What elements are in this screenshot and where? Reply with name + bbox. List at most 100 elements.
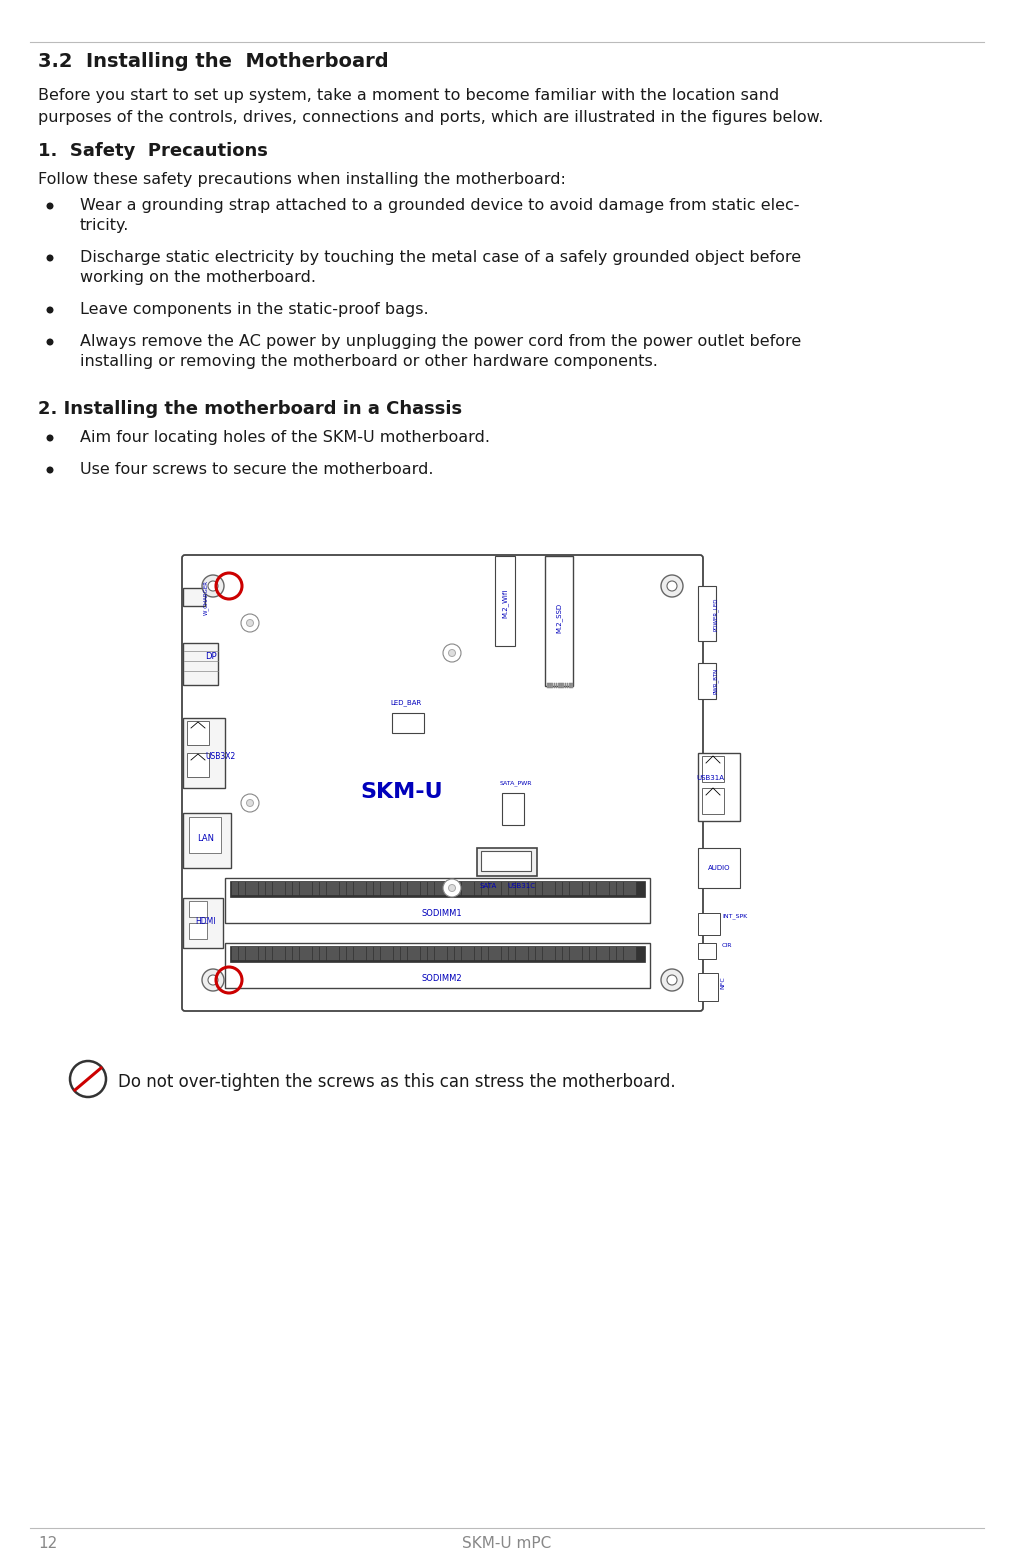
Bar: [408, 948, 414, 960]
Bar: [583, 882, 589, 895]
Bar: [624, 882, 630, 895]
Bar: [571, 683, 573, 688]
Bar: [286, 948, 292, 960]
Bar: [293, 882, 299, 895]
Text: Use four screws to secure the motherboard.: Use four screws to secure the motherboar…: [80, 462, 434, 478]
Bar: [576, 882, 582, 895]
Bar: [550, 882, 556, 895]
Text: M.2_SSD: M.2_SSD: [556, 602, 563, 633]
Bar: [394, 882, 401, 895]
Bar: [698, 753, 740, 822]
Bar: [428, 948, 434, 960]
Bar: [435, 882, 441, 895]
Bar: [299, 882, 306, 895]
Bar: [556, 683, 558, 688]
Bar: [183, 812, 231, 868]
Bar: [189, 923, 207, 938]
Bar: [319, 882, 325, 895]
Bar: [415, 948, 421, 960]
Circle shape: [70, 1061, 106, 1097]
Text: LED_BAR: LED_BAR: [390, 699, 421, 706]
Bar: [189, 817, 221, 853]
Bar: [563, 948, 569, 960]
Bar: [187, 753, 209, 776]
Bar: [183, 717, 225, 787]
Bar: [567, 683, 568, 688]
Bar: [259, 948, 266, 960]
Bar: [603, 948, 609, 960]
Bar: [570, 948, 576, 960]
Text: Always remove the AC power by unplugging the power cord from the power outlet be: Always remove the AC power by unplugging…: [80, 335, 801, 349]
Text: POWER_LED: POWER_LED: [713, 598, 719, 630]
Text: 12: 12: [38, 1536, 57, 1551]
Bar: [183, 898, 223, 948]
Bar: [550, 683, 551, 688]
Bar: [232, 882, 238, 895]
Text: Discharge static electricity by touching the metal case of a safely grounded obj: Discharge static electricity by touching…: [80, 251, 801, 265]
Text: SODIMM1: SODIMM1: [422, 909, 462, 918]
Bar: [535, 882, 541, 895]
Bar: [554, 683, 555, 688]
Bar: [461, 948, 467, 960]
Bar: [596, 948, 602, 960]
Bar: [286, 882, 292, 895]
Text: W_CHARGER: W_CHARGER: [203, 580, 209, 615]
Bar: [468, 882, 475, 895]
Circle shape: [47, 255, 54, 261]
Bar: [252, 948, 259, 960]
Text: AUDIO: AUDIO: [708, 865, 730, 871]
Bar: [354, 948, 360, 960]
Bar: [299, 948, 306, 960]
Circle shape: [47, 467, 54, 473]
Bar: [556, 882, 562, 895]
Bar: [401, 882, 407, 895]
Bar: [590, 948, 596, 960]
Circle shape: [246, 619, 254, 627]
Bar: [448, 882, 454, 895]
Bar: [306, 948, 312, 960]
Bar: [509, 882, 515, 895]
Bar: [238, 948, 245, 960]
Bar: [522, 882, 528, 895]
Bar: [408, 882, 414, 895]
Bar: [306, 882, 312, 895]
Circle shape: [667, 580, 677, 591]
Text: HDMI: HDMI: [195, 916, 216, 926]
Bar: [230, 881, 645, 896]
Text: SATA: SATA: [479, 882, 496, 888]
Bar: [610, 948, 617, 960]
Circle shape: [661, 576, 683, 598]
Bar: [698, 587, 716, 641]
Bar: [502, 948, 508, 960]
Circle shape: [443, 644, 461, 661]
Bar: [225, 943, 650, 988]
Bar: [435, 948, 441, 960]
Text: working on the motherboard.: working on the motherboard.: [80, 271, 316, 285]
Text: Follow these safety precautions when installing the motherboard:: Follow these safety precautions when ins…: [38, 173, 566, 187]
Bar: [421, 882, 427, 895]
Bar: [596, 882, 602, 895]
Text: Aim four locating holes of the SKM-U motherboard.: Aim four locating holes of the SKM-U mot…: [80, 429, 490, 445]
Text: 2. Installing the motherboard in a Chassis: 2. Installing the motherboard in a Chass…: [38, 400, 462, 419]
Bar: [489, 882, 495, 895]
Bar: [547, 683, 549, 688]
Bar: [387, 882, 393, 895]
Bar: [334, 948, 340, 960]
Text: M.2_Wifi: M.2_Wifi: [502, 588, 508, 618]
Text: USB31C: USB31C: [507, 882, 535, 888]
Bar: [387, 948, 393, 960]
Text: SATA_PWR: SATA_PWR: [500, 780, 532, 786]
Bar: [266, 948, 272, 960]
Bar: [340, 882, 346, 895]
Bar: [374, 882, 380, 895]
Bar: [354, 882, 360, 895]
Bar: [545, 555, 573, 686]
Bar: [273, 948, 279, 960]
Circle shape: [448, 649, 455, 657]
Bar: [617, 882, 623, 895]
Bar: [482, 948, 488, 960]
Circle shape: [246, 800, 254, 806]
Bar: [334, 882, 340, 895]
Bar: [698, 972, 718, 1001]
Bar: [259, 882, 266, 895]
